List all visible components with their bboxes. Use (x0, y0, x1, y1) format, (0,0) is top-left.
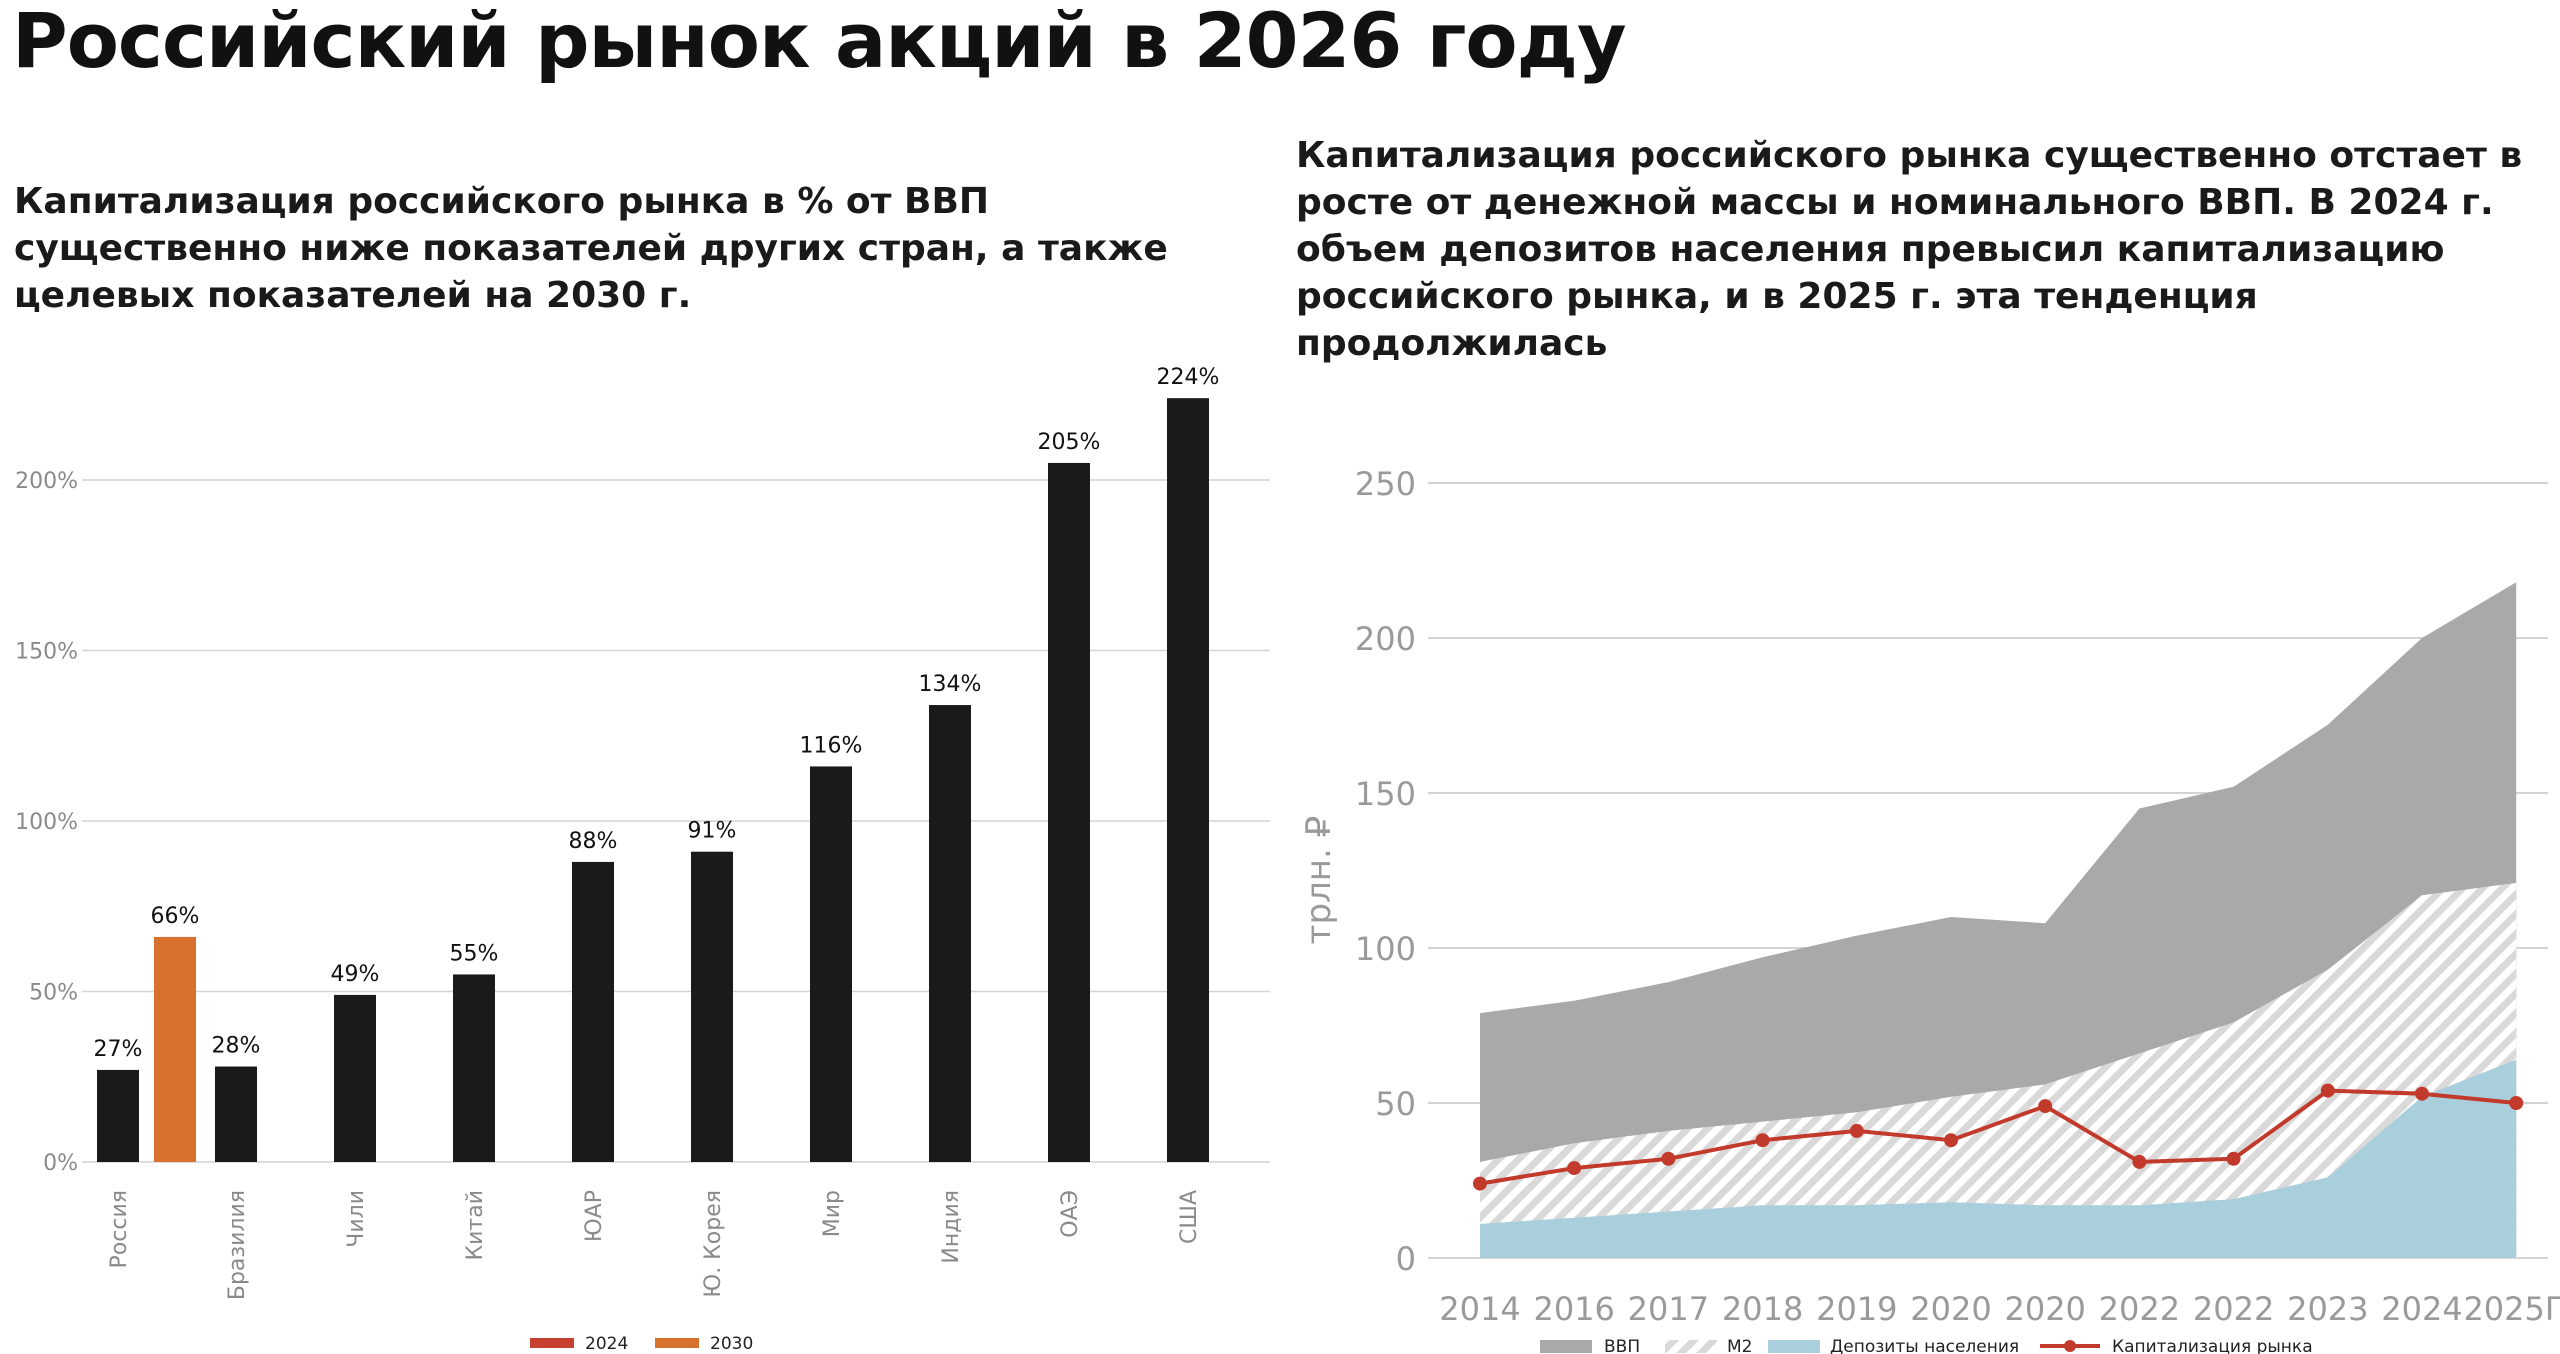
bar-category-label: Бразилия (225, 1190, 250, 1300)
bar-category-label: ОАЭ (1058, 1190, 1083, 1238)
bar-y-tick-label: 150% (15, 640, 78, 665)
area-y-tick-label: 100 (1355, 930, 1416, 968)
area-y-tick-label: 200 (1355, 620, 1416, 658)
area-x-tick-label: 2019 (1816, 1290, 1897, 1328)
market-cap-point (1567, 1161, 1582, 1176)
bar-2024 (691, 851, 733, 1162)
legend-marker-market-cap (2064, 1340, 2076, 1352)
bar-2024 (1048, 462, 1090, 1162)
area-deposits (1480, 1059, 2517, 1258)
area-x-tick-label: 2014 (1439, 1290, 1520, 1328)
bar-data-label: 66% (151, 904, 200, 929)
area-y-axis-label: трлн. ₽ (1299, 816, 1339, 945)
right-chart-subtitle: Капитализация российского рынка существе… (1296, 135, 2523, 364)
bar-2024 (334, 994, 376, 1162)
bar-2024 (1167, 398, 1209, 1162)
bar-data-label: 116% (800, 733, 863, 758)
market-cap-point (1473, 1176, 1487, 1191)
area-x-tick-label: 2020 (1910, 1290, 1991, 1328)
bar-2030 (154, 936, 196, 1162)
area-x-tick-label: 2025П (2463, 1290, 2560, 1328)
legend-swatch-2030 (655, 1338, 699, 1348)
area-y-tick-label: 0 (1396, 1240, 1416, 1278)
bar-2024 (215, 1066, 257, 1162)
market-cap-point (2320, 1083, 2335, 1098)
legend-label-market-cap: Капитализация рынка (2112, 1337, 2313, 1354)
bar-chart: 0% 50% 100% 150% 200% 27% 28% 49% 55% 88% 91% 116% 1… (15, 365, 1270, 1354)
area-x-tick-label: 2017 (1628, 1290, 1709, 1328)
bar-2024 (810, 766, 852, 1162)
market-cap-point (2509, 1096, 2524, 1110)
area-y-tick-label: 50 (1375, 1085, 1416, 1123)
bar-data-label: 55% (450, 941, 499, 966)
bar-data-label: 28% (212, 1034, 261, 1059)
bar-category-label: Ю. Корея (701, 1190, 726, 1298)
bar-2024 (453, 974, 495, 1162)
bar-data-label: 205% (1038, 430, 1101, 455)
bar-data-label: 224% (1157, 365, 1220, 390)
bar-category-label: Китай (463, 1190, 488, 1261)
area-y-tick-label: 150 (1355, 775, 1416, 813)
legend-swatch-m2 (1665, 1340, 1717, 1353)
area-x-tick-label: 2020 (2004, 1290, 2085, 1328)
area-m2 (1480, 882, 2517, 1258)
market-cap-point (1755, 1133, 1770, 1148)
bar-data-label: 49% (331, 962, 380, 987)
area-x-tick-label: 2023 (2287, 1290, 2368, 1328)
market-cap-point (1944, 1133, 1958, 1148)
area-x-tick-label: 2022 (2193, 1290, 2274, 1328)
bar-y-tick-label: 200% (15, 469, 78, 494)
bar-data-label: 134% (919, 672, 982, 697)
bar-data-label: 88% (569, 829, 618, 854)
market-cap-point (1661, 1151, 1676, 1166)
bar-category-label: Чили (344, 1190, 369, 1248)
legend-label-2030: 2030 (710, 1334, 753, 1354)
bar-data-label: 27% (94, 1037, 143, 1062)
legend-swatch-deposits (1768, 1340, 1820, 1353)
market-cap-point (2226, 1151, 2241, 1166)
bar-category-label: США (1177, 1190, 1202, 1244)
market-cap-point (1849, 1123, 1864, 1138)
legend-label-gdp: ВВП (1604, 1337, 1640, 1354)
bar-2024 (929, 705, 971, 1162)
market-cap-line (1479, 1088, 2517, 1186)
area-y-tick-label: 250 (1355, 465, 1416, 503)
market-cap-point (2038, 1099, 2053, 1114)
bar-y-tick-label: 50% (29, 981, 78, 1006)
market-cap-point (2415, 1086, 2429, 1101)
bar-category-label: Мир (820, 1190, 845, 1237)
bar-category-label: Индия (939, 1190, 964, 1264)
area-x-tick-label: 2024 (2381, 1290, 2462, 1328)
area-x-tick-label: 2018 (1722, 1290, 1803, 1328)
bar-2024 (572, 861, 614, 1162)
area-x-tick-label: 2016 (1533, 1290, 1614, 1328)
bar-y-tick-label: 100% (15, 810, 78, 835)
legend-swatch-2024 (530, 1338, 574, 1348)
bar-category-label: Россия (107, 1190, 132, 1268)
bar-y-tick-label: 0% (43, 1151, 78, 1176)
bar-2024 (97, 1069, 139, 1162)
legend-label-deposits: Депозиты населения (1830, 1337, 2019, 1354)
area-x-tick-label: 2022 (2099, 1290, 2180, 1328)
page-title: Российский рынок акций в 2026 году (12, 0, 1627, 85)
legend-label-m2: М2 (1727, 1337, 1752, 1354)
legend-swatch-gdp (1540, 1340, 1592, 1353)
left-chart-subtitle: Капитализация российского рынка в % от В… (14, 181, 1168, 316)
legend-label-2024: 2024 (585, 1334, 628, 1354)
bar-category-label: ЮАР (582, 1190, 607, 1242)
market-cap-point (2132, 1154, 2147, 1169)
bar-data-label: 91% (688, 819, 737, 844)
